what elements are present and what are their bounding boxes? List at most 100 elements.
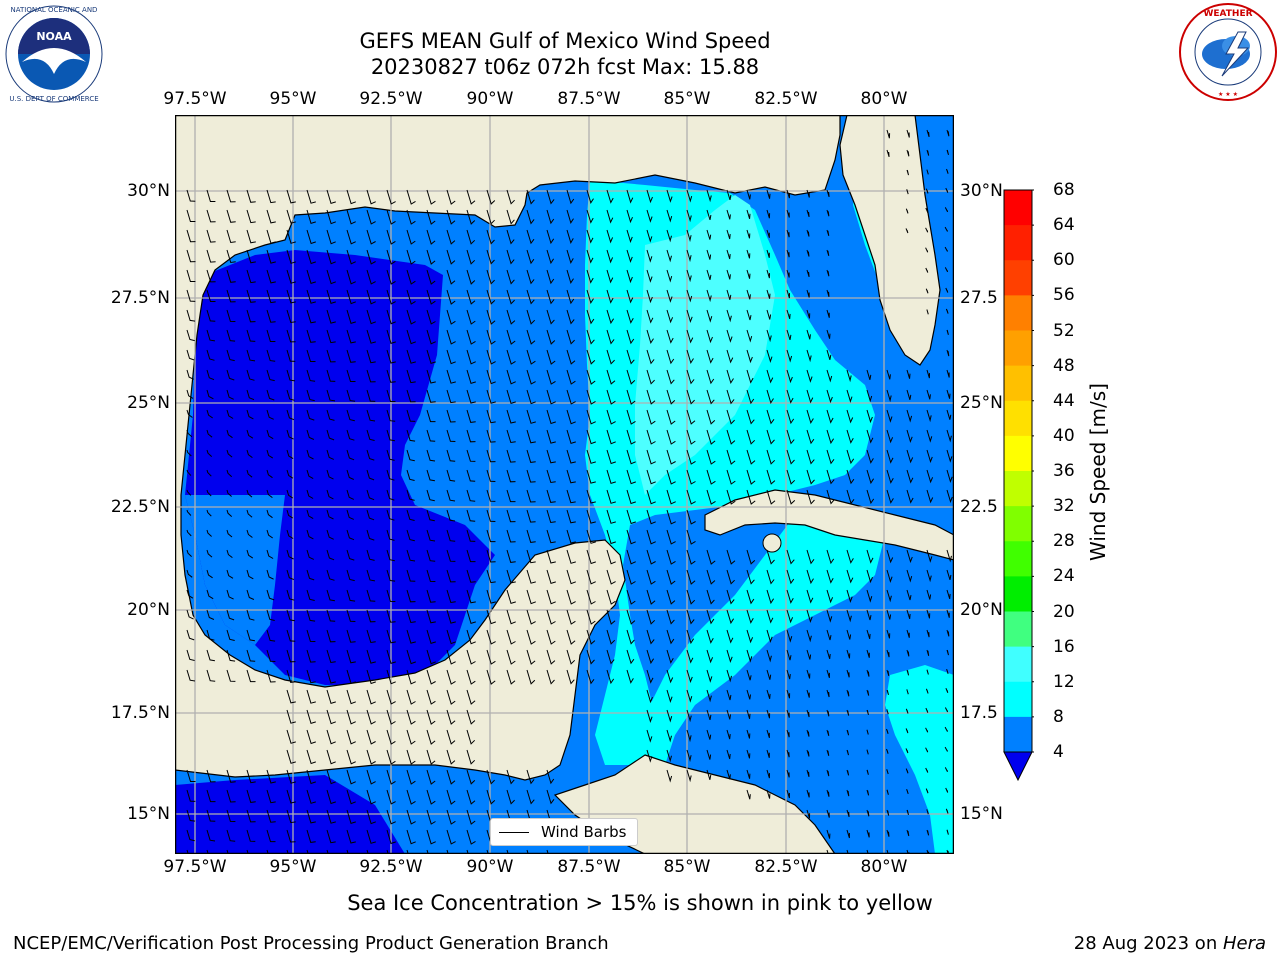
wind-barb xyxy=(246,329,256,342)
wind-barb xyxy=(506,289,515,305)
wind-barb xyxy=(346,529,355,541)
wind-barb xyxy=(346,809,356,825)
wind-barb xyxy=(926,149,930,156)
wind-barb xyxy=(706,449,716,465)
colorbar-bin xyxy=(1004,716,1032,753)
wind-barb xyxy=(586,589,596,605)
wind-barb xyxy=(846,369,852,383)
wind-barb xyxy=(306,289,316,304)
wind-barb xyxy=(466,809,476,825)
wind-barb xyxy=(766,229,770,238)
wind-barb xyxy=(666,669,674,684)
wind-barb xyxy=(546,349,556,365)
wind-barb xyxy=(506,529,516,543)
wind-barbs xyxy=(186,129,953,854)
wind-barb xyxy=(546,449,556,464)
sea-ice-note: Sea Ice Concentration > 15% is shown in … xyxy=(347,891,933,915)
map-frame xyxy=(175,115,954,854)
wind-barb xyxy=(586,329,595,345)
wind-barb xyxy=(366,829,376,844)
wind-barb xyxy=(446,189,456,205)
wind-barb xyxy=(426,829,436,845)
wind-barb xyxy=(426,429,436,442)
wind-barb xyxy=(466,189,476,205)
wind-barb xyxy=(366,589,376,602)
wind-barb xyxy=(366,389,376,402)
wind-barb xyxy=(486,229,495,245)
wind-barb xyxy=(566,349,576,365)
wind-barb xyxy=(646,449,656,465)
wind-barb xyxy=(426,649,436,665)
wind-barb xyxy=(526,769,535,785)
wind-barb xyxy=(666,769,673,783)
wind-barb xyxy=(606,629,616,645)
wind-barb xyxy=(886,429,894,444)
wind-barb xyxy=(706,309,713,323)
wind-barb xyxy=(366,309,376,325)
wind-barb xyxy=(206,669,216,682)
lon-tick-bottom: 90°W xyxy=(466,857,514,877)
wind-barb xyxy=(626,469,636,485)
wind-barb xyxy=(806,769,810,777)
wind-barb xyxy=(346,689,356,705)
wind-barb xyxy=(226,809,236,822)
wind-barb xyxy=(686,489,696,505)
wind-barb xyxy=(946,569,952,581)
colorbar-tick-label: 68 xyxy=(1053,180,1075,200)
wind-barb xyxy=(286,629,296,642)
wind-barb xyxy=(826,549,835,565)
wind-barb xyxy=(546,229,555,245)
wind-barb xyxy=(566,189,575,205)
wind-barb xyxy=(306,829,316,843)
wind-barb xyxy=(626,189,634,204)
wind-barb xyxy=(306,189,316,204)
wind-barb xyxy=(786,229,790,238)
wind-barb xyxy=(326,289,336,305)
wind-barb xyxy=(186,369,194,380)
wind-barb xyxy=(366,229,376,245)
wind-barb xyxy=(606,349,615,365)
wind-barb xyxy=(366,809,376,825)
wind-barb xyxy=(826,629,832,641)
wind-barb xyxy=(886,389,892,403)
wind-barb xyxy=(766,289,771,299)
wind-barb xyxy=(186,429,193,438)
wind-barb xyxy=(346,629,356,643)
wind-barb xyxy=(866,369,872,380)
wind-barb xyxy=(446,389,456,404)
wind-barb xyxy=(446,429,456,442)
wind-barb xyxy=(726,749,731,760)
wind-barb xyxy=(446,649,456,665)
wind-barb xyxy=(806,789,810,798)
wind-barb xyxy=(366,329,376,344)
wind-barb xyxy=(826,489,835,505)
wind-barb xyxy=(806,269,810,278)
wind-barb xyxy=(726,429,736,445)
wind-barb xyxy=(266,829,276,843)
wind-barb xyxy=(366,269,376,285)
wind-barb xyxy=(586,649,595,665)
wind-barb xyxy=(426,469,435,482)
colorbar-tick-label: 12 xyxy=(1053,671,1075,692)
wind-barb xyxy=(846,569,854,584)
wind-barb xyxy=(945,187,949,193)
wind-barb xyxy=(266,649,276,662)
wind-barb xyxy=(446,589,456,604)
wind-barb xyxy=(326,209,336,225)
wind-barb xyxy=(886,669,890,677)
wind-barb xyxy=(366,749,376,765)
wind-barb xyxy=(326,409,335,421)
wind-barb xyxy=(486,549,496,563)
wind-barb xyxy=(226,769,236,783)
wind-barb xyxy=(826,669,830,679)
wind-barb xyxy=(646,389,656,405)
wind-barb xyxy=(446,569,456,583)
wind-barb xyxy=(326,569,335,581)
wind-barb xyxy=(406,629,416,644)
wind-barb xyxy=(466,429,476,443)
wind-barb xyxy=(226,269,236,283)
wind-barb xyxy=(906,129,910,138)
wind-barb xyxy=(286,189,296,204)
wind-barb xyxy=(526,589,536,605)
wind-barb xyxy=(526,329,536,345)
